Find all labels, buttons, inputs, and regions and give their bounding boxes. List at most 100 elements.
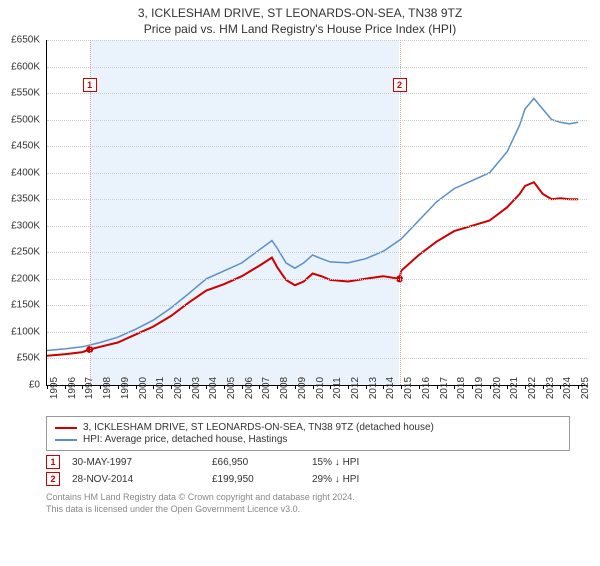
legend-swatch: [55, 439, 77, 441]
x-axis-label: 2022: [527, 377, 538, 399]
title-subtitle: Price paid vs. HM Land Registry's House …: [0, 22, 600, 36]
x-axis-label: 2007: [261, 377, 272, 399]
x-axis-label: 2011: [332, 377, 343, 399]
y-axis-label: £500K: [11, 114, 40, 125]
x-tick: [118, 385, 119, 389]
x-tick: [295, 385, 296, 389]
x-axis-label: 2019: [474, 377, 485, 399]
y-gridline: [47, 279, 587, 280]
x-axis-label: 2024: [562, 377, 573, 399]
x-axis-label: 2015: [403, 377, 414, 399]
legend: 3, ICKLESHAM DRIVE, ST LEONARDS-ON-SEA, …: [46, 416, 570, 451]
footer: Contains HM Land Registry data © Crown c…: [46, 492, 570, 515]
x-tick: [472, 385, 473, 389]
x-axis-label: 2001: [155, 377, 166, 399]
x-tick: [171, 385, 172, 389]
y-axis-label: £0: [29, 380, 40, 391]
y-axis-label: £100K: [11, 326, 40, 337]
x-axis-label: 2025: [580, 377, 591, 399]
sale-index-box: 2: [46, 472, 60, 486]
y-axis-label: £250K: [11, 247, 40, 258]
series-price_paid: [47, 182, 578, 356]
x-axis-label: 1999: [120, 377, 131, 399]
y-gridline: [47, 305, 587, 306]
x-tick: [47, 385, 48, 389]
title-address: 3, ICKLESHAM DRIVE, ST LEONARDS-ON-SEA, …: [0, 6, 600, 20]
x-axis-label: 1997: [84, 377, 95, 399]
footer-licence: This data is licensed under the Open Gov…: [46, 504, 570, 516]
sale-marker-box: 1: [83, 78, 97, 92]
line-layer: [47, 40, 587, 385]
x-tick: [100, 385, 101, 389]
y-gridline: [47, 173, 587, 174]
x-axis-label: 2018: [456, 377, 467, 399]
x-tick: [65, 385, 66, 389]
footer-copyright: Contains HM Land Registry data © Crown c…: [46, 492, 570, 504]
x-axis-label: 2005: [226, 377, 237, 399]
x-tick: [525, 385, 526, 389]
sale-price: £199,950: [212, 474, 312, 485]
x-tick: [136, 385, 137, 389]
x-tick: [242, 385, 243, 389]
x-axis-label: 1998: [102, 377, 113, 399]
chart-container: 3, ICKLESHAM DRIVE, ST LEONARDS-ON-SEA, …: [0, 6, 600, 566]
x-tick: [437, 385, 438, 389]
sale-index-box: 1: [46, 455, 60, 469]
x-tick: [348, 385, 349, 389]
x-axis-label: 2000: [138, 377, 149, 399]
x-axis-label: 2014: [385, 377, 396, 399]
x-axis-label: 2023: [545, 377, 556, 399]
y-axis-label: £300K: [11, 220, 40, 231]
x-axis-label: 2013: [368, 377, 379, 399]
y-gridline: [47, 226, 587, 227]
y-gridline: [47, 40, 587, 41]
x-tick: [419, 385, 420, 389]
sale-diff: 15% ↓ HPI: [312, 457, 359, 468]
legend-swatch: [55, 427, 77, 429]
x-axis-label: 1995: [49, 377, 60, 399]
x-axis-label: 2004: [208, 377, 219, 399]
x-axis-label: 2020: [492, 377, 503, 399]
y-axis-label: £50K: [17, 353, 40, 364]
x-tick: [401, 385, 402, 389]
sale-row: 2 28-NOV-2014£199,95029% ↓ HPI: [46, 472, 570, 486]
x-tick: [578, 385, 579, 389]
sale-date: 30-MAY-1997: [72, 457, 212, 468]
plot-area: 12: [46, 40, 587, 386]
y-axis-label: £450K: [11, 141, 40, 152]
x-axis-label: 2009: [297, 377, 308, 399]
y-axis-label: £600K: [11, 61, 40, 72]
y-axis-label: £150K: [11, 300, 40, 311]
y-axis-label: £200K: [11, 273, 40, 284]
sale-marker-box: 2: [393, 78, 407, 92]
y-gridline: [47, 93, 587, 94]
y-axis-label: £400K: [11, 167, 40, 178]
x-tick: [366, 385, 367, 389]
chart-area: 12 £0£50K£100K£150K£200K£250K£300K£350K£…: [36, 40, 596, 410]
sale-date: 28-NOV-2014: [72, 474, 212, 485]
y-axis-label: £550K: [11, 88, 40, 99]
y-gridline: [47, 358, 587, 359]
x-axis-label: 2003: [191, 377, 202, 399]
legend-label: 3, ICKLESHAM DRIVE, ST LEONARDS-ON-SEA, …: [83, 422, 434, 433]
series-hpi: [47, 98, 578, 350]
x-axis-label: 1996: [67, 377, 78, 399]
x-tick: [277, 385, 278, 389]
sale-diff: 29% ↓ HPI: [312, 474, 359, 485]
sale-price: £66,950: [212, 457, 312, 468]
y-gridline: [47, 146, 587, 147]
x-tick: [313, 385, 314, 389]
sales-list: 1 30-MAY-1997£66,95015% ↓ HPI 2 28-NOV-2014…: [46, 455, 570, 486]
y-gridline: [47, 67, 587, 68]
legend-label: HPI: Average price, detached house, Hast…: [83, 434, 287, 445]
x-tick: [224, 385, 225, 389]
y-gridline: [47, 120, 587, 121]
y-axis-label: £350K: [11, 194, 40, 205]
y-gridline: [47, 199, 587, 200]
x-axis-label: 2016: [421, 377, 432, 399]
sale-row: 1 30-MAY-1997£66,95015% ↓ HPI: [46, 455, 570, 469]
x-tick: [189, 385, 190, 389]
y-gridline: [47, 332, 587, 333]
x-axis-label: 2010: [315, 377, 326, 399]
x-axis-label: 2012: [350, 377, 361, 399]
